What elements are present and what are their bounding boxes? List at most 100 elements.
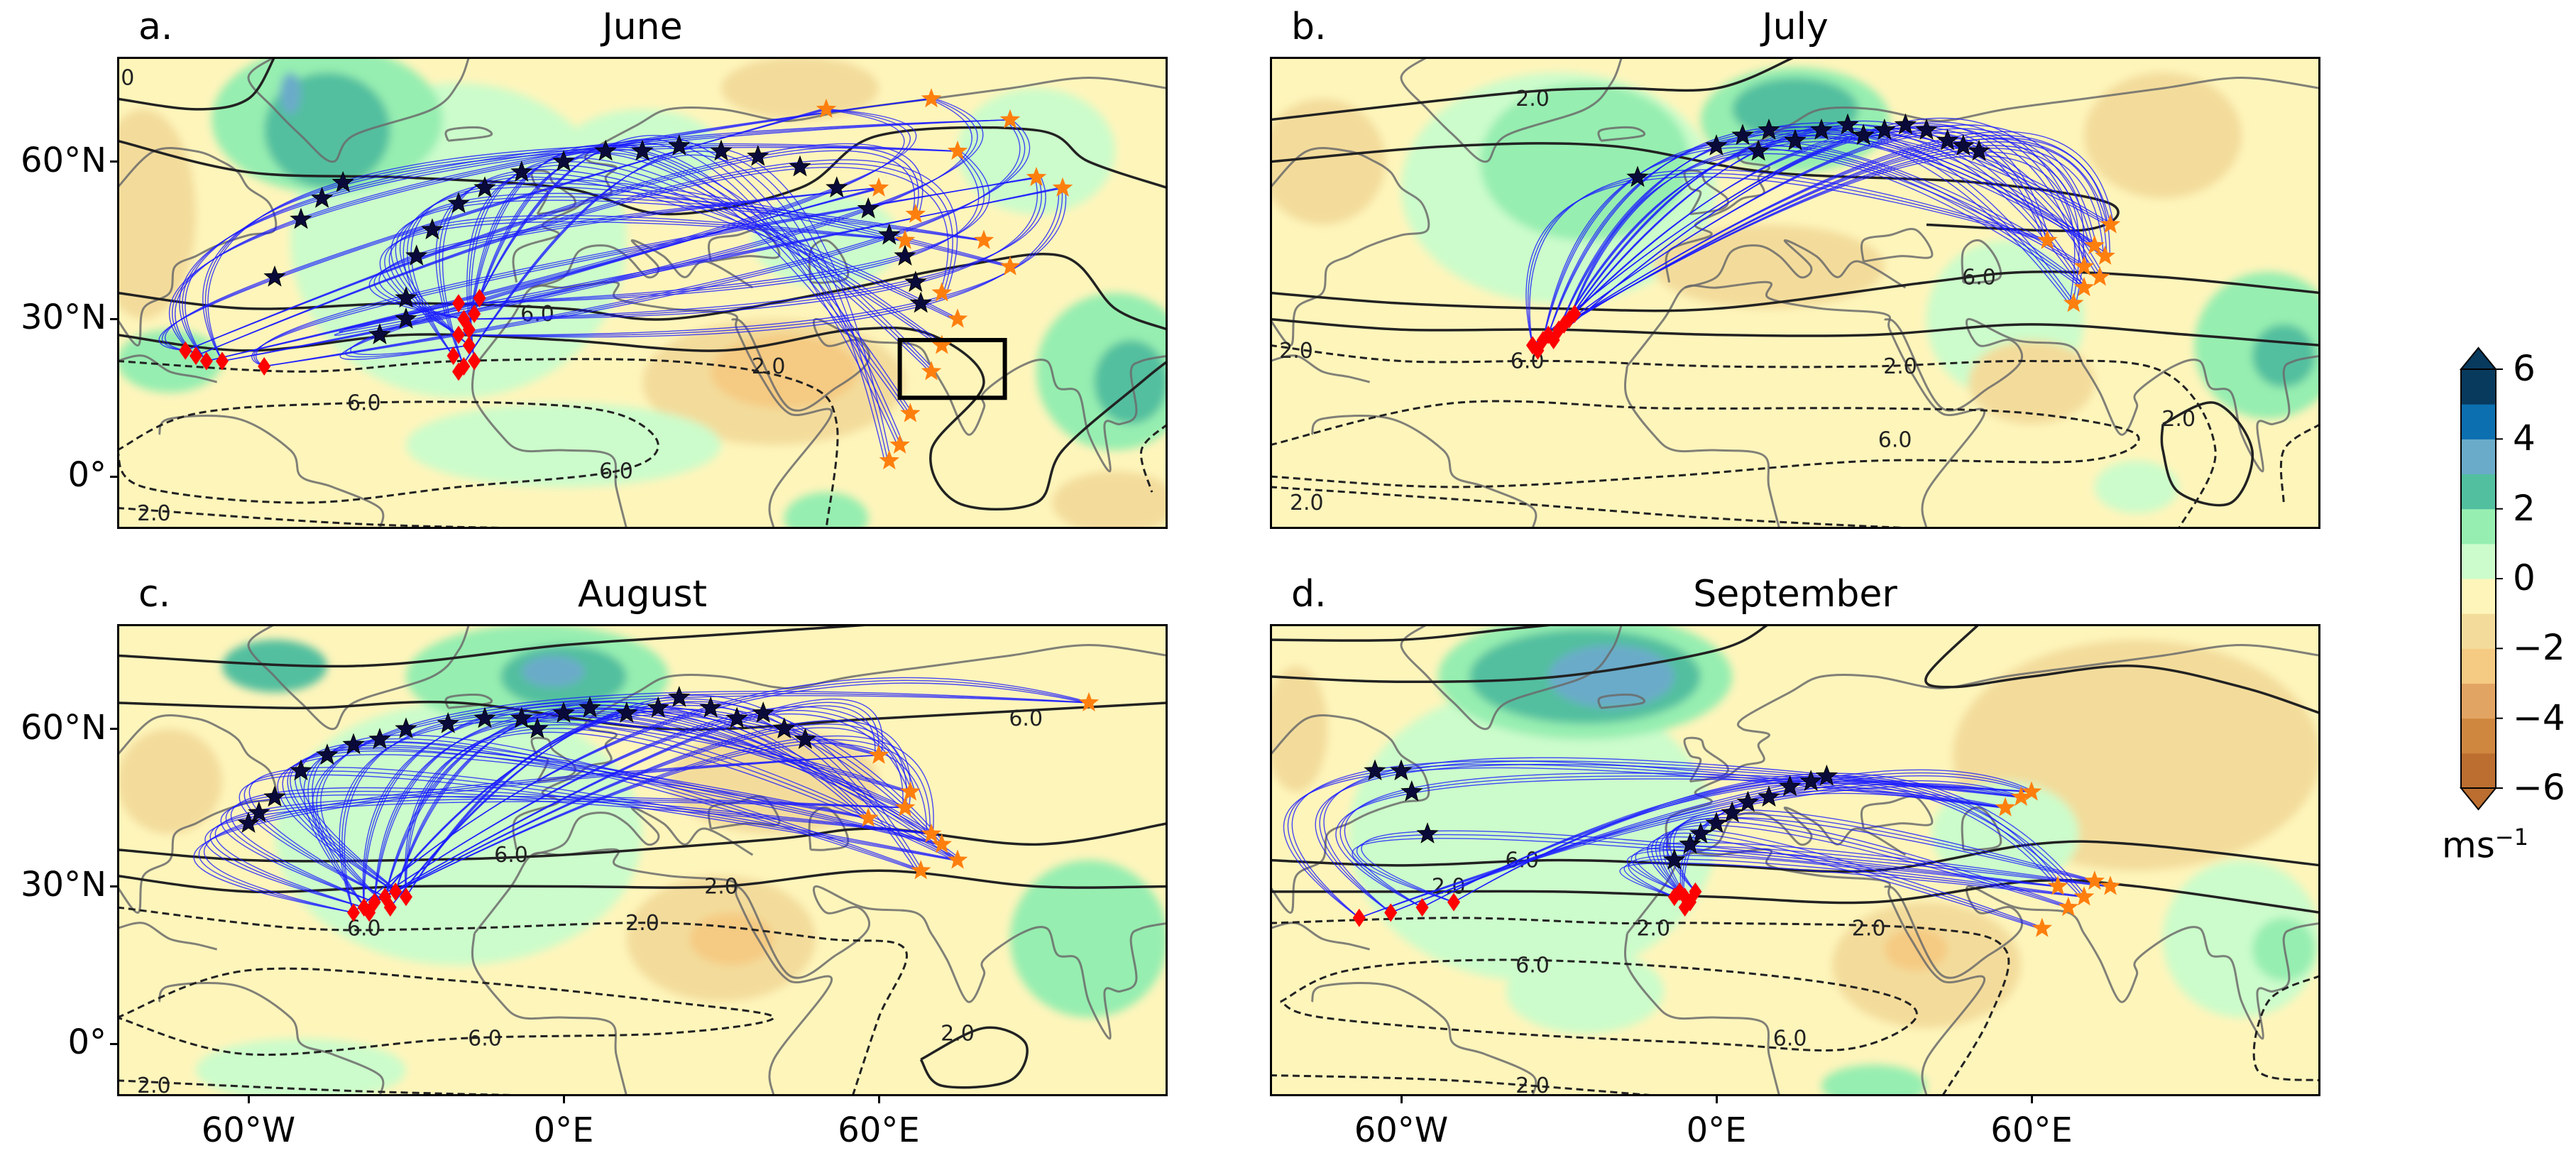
start-star-marker <box>747 144 769 166</box>
source-diamond-marker <box>190 346 202 366</box>
colorbar-bin <box>2461 508 2496 545</box>
source-diamond-marker <box>216 351 229 371</box>
contour-line <box>1270 317 2320 347</box>
colorbar-bin <box>2461 648 2496 684</box>
x-tick-label: 60°W <box>1354 1110 1449 1150</box>
source-diamond-marker <box>1384 903 1398 922</box>
source-diamond-marker <box>1531 341 1545 360</box>
trajectory-line <box>221 98 984 362</box>
anomaly-region <box>280 72 301 115</box>
start-star-marker <box>290 759 312 781</box>
trajectory-line <box>1352 838 2054 903</box>
x-tick-mark <box>877 1096 880 1103</box>
anomaly-region <box>1821 1064 1926 1096</box>
trajectory-line <box>1537 127 2105 351</box>
trajectory-line <box>1683 787 2010 908</box>
x-tick-mark <box>562 1096 565 1103</box>
trajectory-line <box>458 187 1060 338</box>
anomaly-region <box>1506 949 1664 1034</box>
end-star-marker <box>905 203 926 223</box>
x-tick-mark <box>1400 1096 1403 1103</box>
start-star-marker <box>1663 848 1686 870</box>
start-star-marker <box>857 197 879 219</box>
end-star-marker <box>947 308 968 328</box>
map-panel-july: 2.0 6.0 2.0 2.0 6.0 6.0 2.0 2.0 <box>1270 57 2320 529</box>
trajectory-line <box>168 98 928 356</box>
contour-label: 2.0 <box>137 501 171 526</box>
x-tick-label: 60°E <box>838 1110 920 1150</box>
trajectory-line <box>385 720 911 897</box>
anomaly-region <box>1653 224 1885 309</box>
contour-line <box>1924 624 2320 715</box>
trajectory-line <box>390 200 980 346</box>
contour-line <box>117 358 839 529</box>
map-panel-september: 6.0 2.0 2.0 2.0 6.0 6.0 2.0 <box>1270 624 2320 1096</box>
contour-label: 6.0 <box>599 459 633 484</box>
colorbar-bin <box>2461 683 2496 719</box>
start-star-marker <box>447 192 470 214</box>
contour-label: 6.0 <box>347 917 381 941</box>
contour-label: 6.0 <box>1516 953 1550 978</box>
source-diamond-marker <box>1547 331 1560 349</box>
anomaly-region <box>1548 645 1675 709</box>
source-diamond-marker <box>347 903 360 922</box>
trajectory-line <box>334 187 1058 336</box>
start-star-marker <box>1747 139 1770 161</box>
source-diamond-marker <box>452 294 465 313</box>
contour-line <box>1270 840 2320 873</box>
start-star-marker <box>1364 759 1386 781</box>
end-star-marker <box>1995 797 2016 816</box>
trajectory-line <box>458 151 980 304</box>
start-star-marker <box>342 733 365 755</box>
trajectory-line <box>185 150 916 351</box>
start-star-marker <box>1778 775 1802 797</box>
end-star-marker <box>2095 245 2115 265</box>
contour-line <box>117 326 1168 510</box>
contour-label: 2.0 <box>137 1074 171 1096</box>
contour-line <box>1139 423 1168 493</box>
trajectory-line <box>195 159 958 356</box>
start-star-marker <box>1679 832 1701 854</box>
trajectory-line <box>339 721 907 913</box>
coastline <box>1684 239 1907 289</box>
contour-label: 6.0 <box>494 843 528 868</box>
source-diamond-marker <box>199 351 213 371</box>
coastline <box>1597 693 1646 709</box>
start-star-marker <box>473 176 496 198</box>
source-diamond-marker <box>1568 305 1582 324</box>
map-canvas: 2.06.02.02.06.06.02.02.0 <box>1270 57 2320 529</box>
trajectory-line <box>264 119 1021 367</box>
anomaly-region <box>1270 99 1386 225</box>
colorbar-tick-label: 0 <box>2513 557 2536 599</box>
start-star-marker <box>331 170 354 192</box>
end-star-marker <box>999 109 1021 129</box>
start-star-marker <box>395 307 417 329</box>
end-star-marker <box>2073 256 2095 275</box>
trajectory-line <box>185 119 1015 361</box>
start-star-marker <box>1705 134 1728 155</box>
start-star-marker <box>421 218 444 240</box>
end-star-marker <box>894 797 916 816</box>
coastline <box>1623 933 1781 1096</box>
panel-title: July <box>1762 6 1829 48</box>
end-star-marker <box>868 177 889 197</box>
end-star-marker <box>2037 229 2058 249</box>
colorbar-tick-label: −2 <box>2513 627 2565 669</box>
trajectory-line <box>458 154 885 461</box>
start-star-marker <box>794 728 817 749</box>
contour-line <box>1270 57 1796 121</box>
anomaly-region <box>1010 860 1168 1018</box>
trajectory-line <box>1628 855 2088 897</box>
start-star-marker <box>773 717 796 739</box>
start-star-marker <box>1784 129 1807 151</box>
coastline <box>512 77 1168 283</box>
start-star-marker <box>248 801 270 823</box>
contour-line <box>117 57 276 111</box>
end-star-marker <box>947 849 968 869</box>
contour-label: 2.0 <box>1279 339 1313 364</box>
colorbar-bin <box>2461 369 2496 405</box>
start-star-marker <box>310 187 334 208</box>
start-star-marker <box>1626 165 1649 187</box>
source-diamond-marker <box>389 882 402 901</box>
anomaly-region <box>721 57 879 120</box>
